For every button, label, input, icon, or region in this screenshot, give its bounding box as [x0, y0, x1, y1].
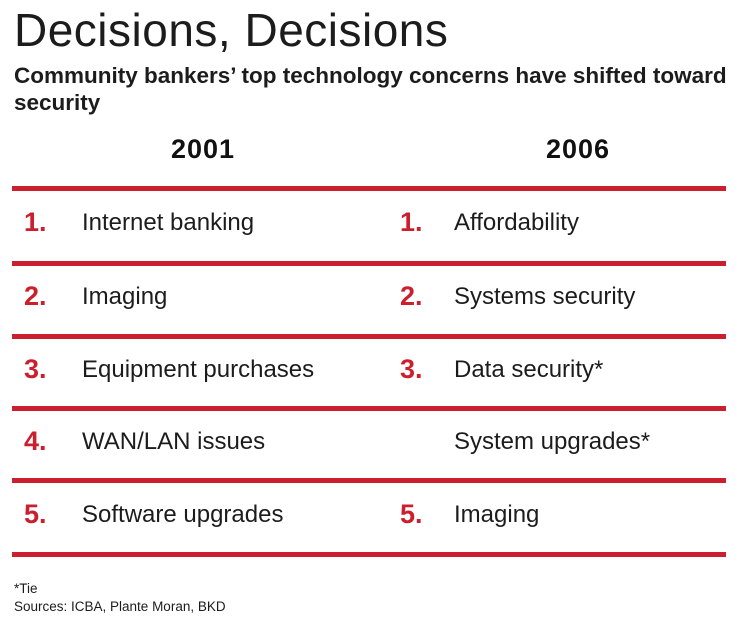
rank-2006: 3.: [400, 354, 423, 384]
rank-2001: 4.: [24, 426, 47, 456]
rank-2001: 3.: [24, 354, 47, 384]
footnote: *Tie: [14, 581, 38, 596]
page-subtitle: Community bankers’ top technology concer…: [14, 63, 727, 115]
concern-2006: Imaging: [454, 501, 540, 528]
concern-2001: WAN/LAN issues: [82, 428, 266, 455]
table-row: 5. Software upgrades 5. Imaging: [12, 484, 726, 546]
divider-rule: [12, 406, 726, 411]
concern-2001: Equipment purchases: [82, 356, 315, 383]
table-row: 2. Imaging 2. Systems security: [12, 266, 726, 328]
rank-2006: 1.: [400, 207, 423, 237]
concern-2001: Imaging: [82, 283, 168, 310]
divider-rule: [12, 261, 726, 266]
page-title: Decisions, Decisions: [14, 4, 449, 56]
rank-2001: 2.: [24, 281, 47, 311]
concern-2006: Systems security: [454, 283, 636, 310]
concern-2006: Data security*: [454, 356, 604, 383]
table-row: 3. Equipment purchases 3. Data security*: [12, 339, 726, 401]
divider-rule: [12, 552, 726, 557]
sources-note: Sources: ICBA, Plante Moran, BKD: [14, 599, 226, 614]
divider-rule: [12, 478, 726, 483]
table-row: 4. WAN/LAN issues System upgrades*: [12, 411, 726, 473]
concern-2006: Affordability: [454, 209, 579, 236]
table-row: 1. Internet banking 1. Affordability: [12, 192, 726, 254]
concern-2001: Software upgrades: [82, 501, 284, 528]
concern-2001: Internet banking: [82, 209, 255, 236]
divider-rule: [12, 186, 726, 191]
rank-2006: 2.: [400, 281, 423, 311]
column-header-2001: 2001: [170, 134, 236, 164]
column-header-2006: 2006: [545, 134, 611, 164]
concern-2006: System upgrades*: [454, 428, 651, 455]
divider-rule: [12, 334, 726, 339]
rank-2006: 5.: [400, 499, 423, 529]
rank-2001: 1.: [24, 207, 47, 237]
rank-2001: 5.: [24, 499, 47, 529]
